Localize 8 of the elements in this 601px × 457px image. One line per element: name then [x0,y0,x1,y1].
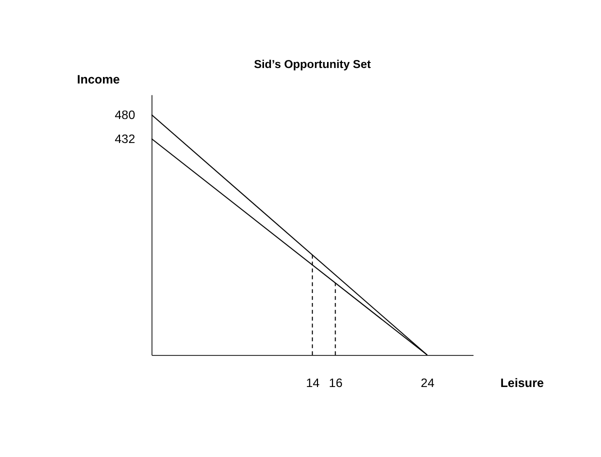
x-tick-label: 14 [306,376,320,390]
chart-title: Sid’s Opportunity Set [254,58,371,71]
y-tick-label: 432 [114,132,136,146]
y-tick-label: 480 [114,108,136,122]
x-axis-title: Leisure [500,376,544,390]
x-tick-label: 16 [328,376,343,390]
y-axis-title: Income [76,72,120,87]
x-tick-label: 24 [420,376,435,390]
